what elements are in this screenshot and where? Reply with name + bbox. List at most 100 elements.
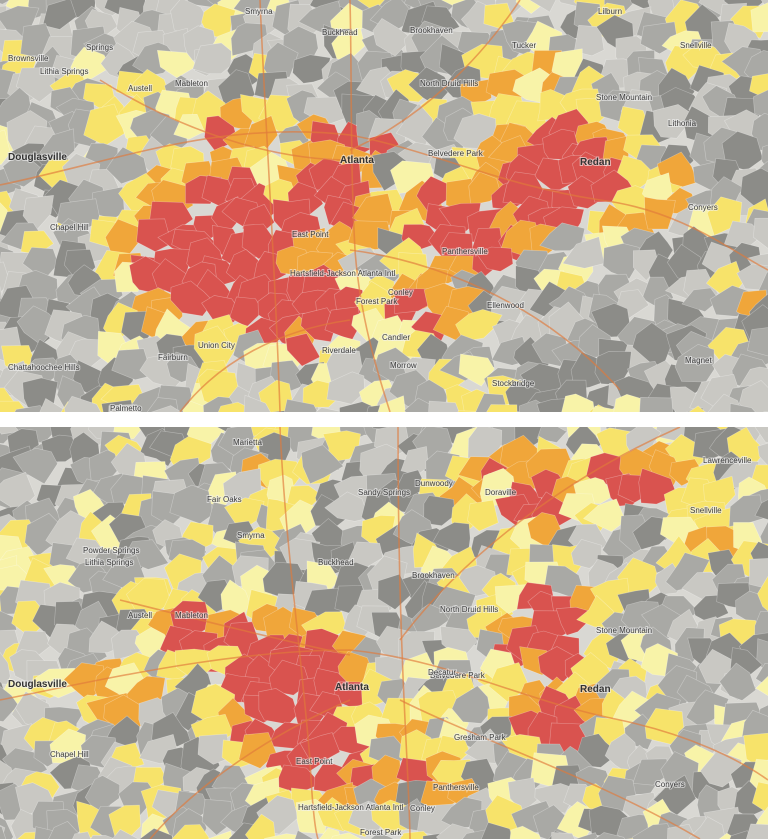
place-label-mableton: Mableton — [175, 79, 208, 88]
highway-line — [279, 427, 319, 839]
tract — [700, 750, 742, 788]
tract — [591, 405, 619, 412]
tract — [0, 825, 7, 839]
place-label-conyers: Conyers — [655, 780, 685, 789]
place-label-smyrna: Smyrna — [245, 7, 273, 16]
tract — [457, 410, 477, 412]
tract — [551, 832, 575, 839]
tract — [372, 18, 413, 57]
highway-line — [349, 0, 521, 151]
tract — [90, 834, 117, 839]
tract — [201, 798, 234, 836]
place-label-fair-oaks: Fair Oaks — [207, 495, 242, 504]
tract — [753, 217, 768, 249]
tract — [763, 410, 768, 412]
tract — [757, 576, 768, 612]
tract — [169, 484, 214, 524]
place-label-conley: Conley — [388, 288, 413, 297]
tract — [339, 401, 373, 412]
tract — [0, 651, 11, 685]
tract — [688, 816, 726, 839]
tract — [738, 380, 768, 412]
tract — [173, 113, 205, 140]
tract — [377, 573, 411, 610]
tract — [475, 246, 514, 272]
highway-line — [179, 319, 351, 412]
choropleth-map-top[interactable]: Smyrna Buckhead Brookhaven Tucker Lilburn Sne… — [0, 0, 768, 412]
highways — [0, 0, 768, 412]
tract — [574, 832, 599, 839]
highway-line — [99, 79, 351, 161]
place-label-dunwoody-area: Springs — [86, 43, 113, 52]
tract — [755, 675, 768, 697]
tract — [48, 821, 83, 839]
place-label-morrow: Morrow — [390, 361, 417, 370]
place-label-conyers: Conyers — [688, 203, 718, 212]
place-label-chapel-hill: Chapel Hill — [50, 223, 89, 232]
highway-line — [349, 249, 621, 391]
tract — [111, 828, 139, 839]
tract — [757, 271, 768, 296]
place-label-douglasville: Douglasville — [8, 152, 67, 163]
place-label-brookhaven: Brookhaven — [412, 571, 455, 580]
place-labels: Marietta Sandy Springs Dunwoody Doraville Fa… — [7, 437, 753, 838]
place-label-snellville: Snellville — [680, 41, 712, 50]
tract — [467, 499, 499, 532]
highway-line — [349, 0, 391, 412]
place-label-belvedere-park: Belvedere Park — [428, 149, 484, 158]
place-label-stockbridge: Stockbridge — [492, 379, 535, 388]
tract — [481, 822, 514, 839]
tract — [582, 498, 626, 532]
tract — [428, 400, 460, 412]
tract — [22, 195, 54, 233]
place-label-atlanta: Atlanta — [335, 682, 369, 693]
tract — [292, 54, 331, 84]
tract — [395, 469, 427, 499]
place-label-lawrenceville: Lawrenceville — [703, 456, 752, 465]
highway-line — [119, 599, 351, 656]
tract — [258, 379, 293, 412]
place-label-chapel-hill: Chapel Hill — [50, 750, 89, 759]
highways — [0, 427, 768, 839]
tract — [72, 831, 92, 839]
place-label-stone-mountain: Stone Mountain — [596, 626, 652, 635]
tract — [229, 296, 264, 328]
tract — [324, 306, 361, 341]
tract — [331, 832, 362, 839]
highway-line — [0, 649, 768, 781]
choropleth-map-bottom[interactable]: Marietta Sandy Springs Dunwoody Doraville Fa… — [0, 427, 768, 839]
place-label-buckhead: Buckhead — [322, 28, 358, 37]
place-label-candler: Candler — [382, 333, 410, 342]
tract — [594, 832, 626, 839]
tract — [284, 398, 318, 412]
place-label-lithia-springs: Lithia Springs — [85, 558, 133, 567]
tract — [749, 558, 768, 589]
census-tracts — [0, 0, 768, 412]
tract — [561, 393, 595, 412]
highway-line — [399, 427, 681, 641]
tract — [15, 67, 57, 103]
tract — [423, 495, 456, 527]
tract — [83, 103, 127, 147]
tract — [747, 327, 768, 357]
tract — [285, 333, 321, 367]
tract — [729, 403, 756, 412]
tract — [224, 497, 265, 526]
map-panel-top[interactable]: Smyrna Buckhead Brookhaven Tucker Lilburn Sne… — [0, 0, 768, 412]
tract — [243, 394, 271, 412]
tract — [669, 458, 705, 487]
tract — [42, 0, 77, 30]
tract — [377, 395, 406, 412]
tract — [301, 444, 344, 485]
tract — [757, 442, 768, 467]
map-panel-bottom[interactable]: Marietta Sandy Springs Dunwoody Doraville Fa… — [0, 427, 768, 839]
census-tracts — [0, 427, 768, 839]
tract — [562, 236, 605, 269]
tract — [238, 732, 277, 769]
highway-line — [397, 427, 411, 839]
place-label-doraville: Doraville — [485, 488, 517, 497]
highway-line — [259, 0, 281, 412]
place-label-panthersville: Panthersville — [433, 783, 479, 792]
highway-line — [399, 699, 701, 839]
tract — [455, 309, 503, 342]
